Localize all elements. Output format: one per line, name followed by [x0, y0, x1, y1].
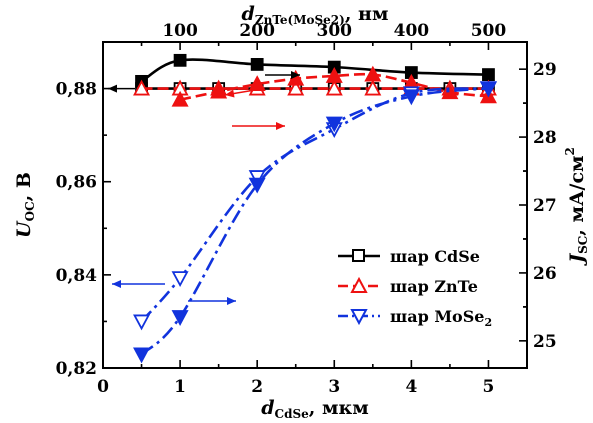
data-point [482, 68, 495, 81]
x2-tick-label: 500 [471, 21, 507, 41]
data-point [171, 90, 189, 107]
y2-tick-label: 25 [533, 332, 557, 352]
data-point [133, 79, 151, 96]
data-point [133, 347, 151, 364]
legend-item-znte: шар ZnTe [338, 276, 478, 296]
y-tick-label: 0,86 [56, 173, 97, 193]
data-point [479, 81, 497, 98]
data-point [402, 89, 420, 106]
legend-label-znte: шар ZnTe [390, 277, 478, 296]
y-tick-label: 0,84 [56, 266, 98, 286]
data-point [364, 65, 382, 82]
data-point [210, 82, 228, 99]
y-tick-label: 0,82 [56, 359, 97, 379]
data-point [325, 79, 343, 96]
data-point [248, 75, 266, 92]
x-tick-label: 1 [174, 377, 186, 397]
x-tick-label: 5 [483, 377, 495, 397]
data-point [364, 79, 382, 96]
legend: шар CdSe шар ZnTe шар MoSe2 [338, 247, 492, 329]
y2-tick-label: 26 [533, 264, 557, 284]
data-point [173, 53, 187, 67]
arrow-znte-left-head [225, 89, 235, 98]
x-tick-label: 4 [405, 377, 417, 397]
y2-axis-title: JSC, мА/см2 [563, 147, 590, 266]
data-point [325, 67, 343, 83]
y-axis-title: UOC, В [13, 172, 37, 238]
x-tick-label: 0 [97, 377, 109, 397]
data-point [171, 271, 189, 288]
legend-label-cdse: шар CdSe [390, 247, 480, 266]
arrow-mose2-left-head [112, 280, 121, 288]
data-point [133, 314, 151, 331]
data-point [171, 310, 189, 326]
arrow-mose2-right-head [227, 297, 236, 305]
axis-arrows [108, 71, 300, 305]
legend-item-cdse: шар CdSe [338, 247, 480, 266]
arrow-cdse-right-head [291, 71, 300, 79]
legend-label-mose2: шар MoSe2 [390, 307, 492, 329]
data-point [441, 83, 459, 100]
tick-layer: 0 1 2 3 4 5 100 200 300 400 500 0,82 0,84 0,86 0,88 25 2… [56, 21, 557, 397]
y-tick-label: 0,88 [56, 80, 97, 100]
x-tick-label: 2 [251, 377, 263, 397]
x2-tick-label: 300 [317, 21, 353, 41]
x2-axis-title: dZnTe(MoSe2), нм [242, 3, 389, 27]
arrow-znte-right-head [276, 122, 285, 130]
data-point [287, 79, 305, 96]
data-point [325, 116, 343, 133]
y2-tick-label: 27 [533, 196, 557, 216]
plot-frame [102, 41, 528, 369]
arrow-cdse-left-head [108, 84, 117, 93]
x2-tick-label: 100 [162, 21, 198, 41]
data-point [248, 177, 266, 194]
x2-tick-label: 200 [239, 21, 275, 41]
x2-tick-label: 400 [394, 21, 430, 41]
series-layer [133, 53, 497, 364]
x-tick-label: 3 [328, 377, 340, 397]
data-point [250, 58, 264, 71]
y2-tick-label: 29 [533, 60, 557, 80]
x-axis-title: dCdSe, мкм [261, 397, 369, 421]
data-point [248, 170, 266, 186]
legend-item-mose2: шар MoSe2 [338, 307, 492, 329]
y2-tick-label: 28 [533, 128, 557, 148]
